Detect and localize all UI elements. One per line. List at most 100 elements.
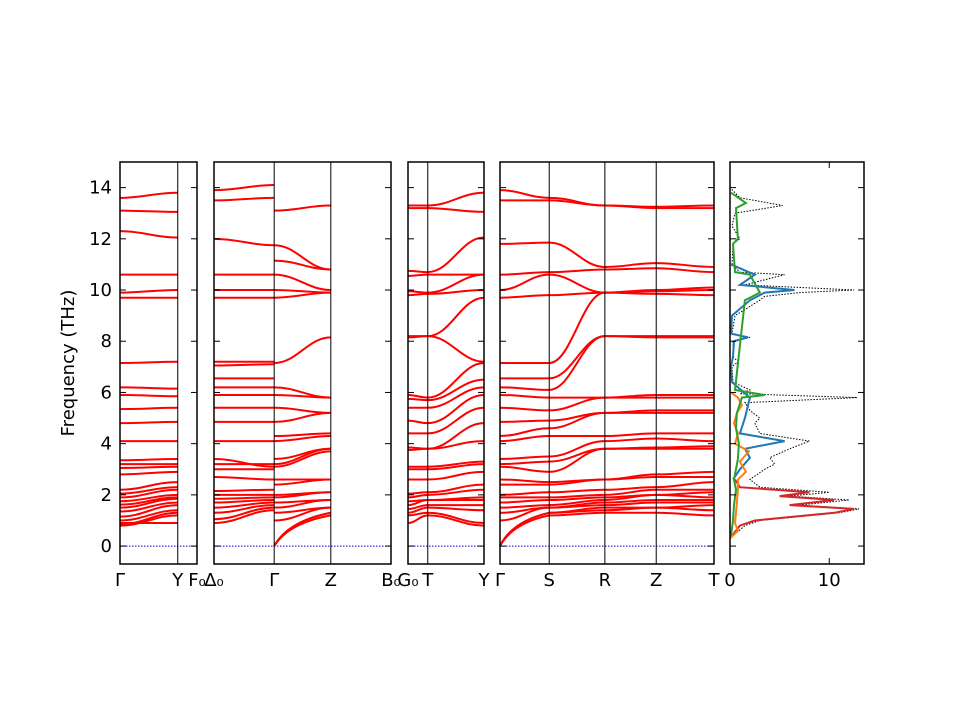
band-line (549, 335, 605, 380)
band-line (213, 506, 275, 521)
band-line (213, 363, 275, 367)
band-line (407, 504, 428, 510)
band-line (274, 506, 331, 514)
dos-curve-2 (729, 478, 855, 540)
band-line (427, 514, 485, 527)
band-line (549, 241, 605, 268)
x-tick-label: Z (650, 570, 662, 591)
band-line (119, 465, 178, 469)
band-line (407, 446, 428, 450)
band-line (274, 498, 331, 504)
y-axis-label: Frequency (THz) (58, 290, 79, 437)
band-line (499, 455, 550, 461)
band-line (549, 478, 605, 484)
band-line (656, 286, 715, 292)
band-line (213, 184, 275, 192)
band-line (499, 460, 550, 466)
band-line (274, 447, 331, 461)
band-line (213, 237, 275, 247)
band-line (604, 488, 657, 496)
band-line (604, 501, 657, 507)
band-line (427, 378, 485, 402)
band-line (119, 504, 178, 518)
x-tick-label: F₀ (188, 570, 206, 591)
band-line (604, 289, 657, 294)
band-line (119, 470, 178, 476)
y-tick-label: 10 (89, 280, 112, 301)
band-line (656, 445, 715, 449)
band-line (549, 488, 605, 494)
x-tick-label: 10 (818, 570, 841, 591)
x-tick-label: B₀ (381, 570, 401, 591)
band-line (427, 362, 485, 399)
band-line (427, 335, 485, 363)
band-line (499, 478, 550, 484)
band-line (427, 406, 485, 435)
band-line (213, 496, 275, 500)
band-line (604, 432, 657, 437)
band-line (407, 514, 428, 525)
band-line (119, 360, 178, 364)
band-line (604, 437, 657, 443)
x-tick-label: R (599, 570, 612, 591)
band-line (119, 230, 178, 239)
band-line (407, 290, 428, 294)
y-tick-label: 14 (89, 178, 112, 199)
panel-5: 0 10 (724, 161, 865, 591)
band-line (499, 506, 550, 514)
band-line (407, 511, 428, 517)
band-line (274, 336, 331, 364)
band-line (656, 437, 715, 443)
band-line (499, 511, 550, 547)
band-line (656, 481, 715, 489)
band-line (407, 273, 428, 277)
band-line (604, 267, 657, 271)
dos-curve-5 (730, 191, 765, 536)
band-line (499, 271, 550, 276)
band-line (549, 493, 605, 499)
band-line (213, 498, 275, 504)
band-line (499, 491, 550, 496)
band-line (656, 267, 715, 274)
band-line (656, 511, 715, 517)
band-line (427, 191, 485, 207)
band-line (119, 209, 178, 213)
band-line (274, 450, 331, 468)
dos-curve-3 (729, 263, 795, 481)
x-tick-label: 0 (724, 570, 735, 591)
panel-1: Γ Y F₀ 0 2 4 6 8 10 12 14 (89, 161, 206, 591)
band-line (119, 488, 178, 499)
band-line (274, 273, 331, 292)
axes-frame (729, 161, 865, 565)
band-line (499, 294, 550, 299)
y-tick-label: 2 (101, 485, 112, 506)
band-line (427, 394, 485, 425)
axes-frame (499, 161, 715, 565)
band-line (427, 207, 485, 213)
band-line (274, 432, 331, 437)
band-line (549, 291, 606, 364)
x-tick-label: S (544, 570, 555, 591)
band-line (549, 440, 605, 458)
x-tick-label: Δ₀ (204, 570, 224, 591)
band-line (274, 386, 331, 399)
band-line (549, 291, 605, 297)
x-tick-label: Γ (115, 570, 125, 591)
band-line (499, 434, 550, 443)
band-line (119, 493, 178, 503)
band-line (656, 491, 715, 496)
band-line (427, 236, 485, 274)
y-tick-label: 4 (101, 434, 112, 455)
band-line (119, 496, 178, 506)
y-tick-label: 6 (101, 382, 112, 403)
band-line (656, 204, 715, 208)
band-line (274, 434, 331, 443)
band-line (549, 506, 605, 514)
axes-frame (119, 161, 198, 565)
band-line (213, 488, 275, 493)
band-line (119, 486, 178, 495)
band-line (604, 409, 657, 414)
band-line (213, 458, 275, 468)
band-line (549, 496, 605, 501)
